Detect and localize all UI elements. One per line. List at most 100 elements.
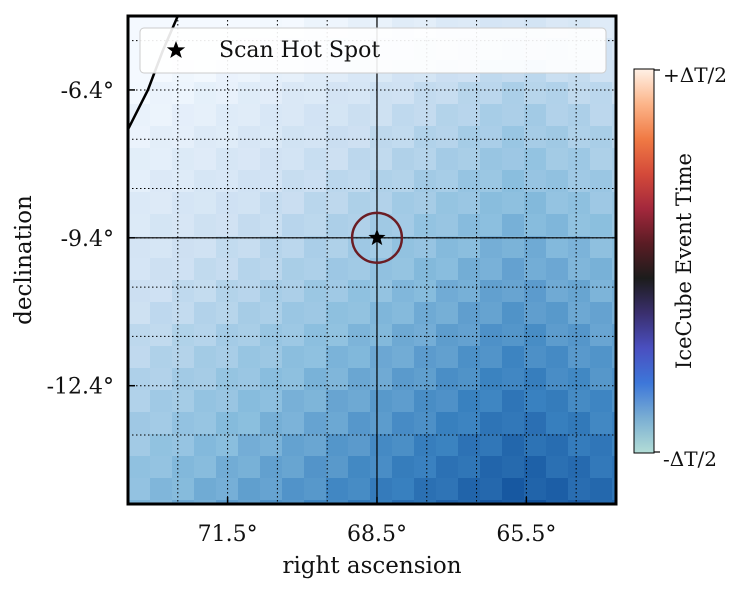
heatmap-cell [414, 324, 437, 347]
heatmap-cell [238, 126, 261, 149]
heatmap-cell [524, 258, 547, 281]
heatmap-cell [524, 126, 547, 149]
heatmap-cell [502, 236, 525, 259]
heatmap-cell [524, 148, 547, 171]
x-tick-label: 71.5° [198, 522, 258, 547]
heatmap-cell [524, 82, 547, 105]
heatmap-cell [260, 148, 283, 171]
heatmap-cell [238, 104, 261, 127]
heatmap-cell [524, 456, 547, 479]
heatmap-cell [546, 214, 569, 237]
heatmap-cell [150, 324, 173, 347]
heatmap-cell [590, 236, 613, 259]
colorbar-tick-label-top: +ΔT/2 [663, 63, 727, 87]
heatmap-cell [238, 434, 261, 457]
heatmap-cell [524, 170, 547, 193]
heatmap-cell [194, 214, 217, 237]
heatmap-cell [392, 258, 415, 281]
heatmap-cell [436, 478, 459, 501]
heatmap-cell [436, 148, 459, 171]
heatmap-cell [612, 104, 616, 127]
heatmap-cell [238, 500, 261, 504]
heatmap-cell [128, 390, 151, 413]
heatmap-cell [216, 192, 239, 215]
legend-star-icon [166, 41, 186, 58]
heatmap-cell [150, 434, 173, 457]
heatmap-cell [326, 346, 349, 369]
heatmap-cell [414, 82, 437, 105]
heatmap-cell [590, 280, 613, 303]
heatmap-cell [348, 104, 371, 127]
heatmap-cell [260, 456, 283, 479]
heatmap-cell [348, 324, 371, 347]
heatmap-cell [392, 214, 415, 237]
heatmap-cell [348, 390, 371, 413]
heatmap-cell [612, 346, 616, 369]
heatmap-cell [348, 170, 371, 193]
x-axis: 71.5° 68.5° 65.5° [198, 497, 556, 547]
heatmap-cell [458, 412, 481, 435]
heatmap-cell [546, 324, 569, 347]
heatmap-cell [392, 456, 415, 479]
heatmap-cell [348, 280, 371, 303]
heatmap-cell [612, 368, 616, 391]
heatmap-cell [612, 38, 616, 61]
heatmap-cell [348, 456, 371, 479]
heatmap-cell [348, 368, 371, 391]
heatmap-cell [568, 236, 591, 259]
heatmap-cell [172, 192, 195, 215]
heatmap-cell [260, 82, 283, 105]
heatmap-cell [304, 82, 327, 105]
heatmap-cell [546, 236, 569, 259]
heatmap-cell [304, 368, 327, 391]
heatmap-cell [128, 434, 151, 457]
heatmap-cell [128, 214, 151, 237]
heatmap-cell [326, 412, 349, 435]
heatmap-cell [238, 258, 261, 281]
heatmap-cell [612, 412, 616, 435]
heatmap-cell [436, 302, 459, 325]
heatmap-cell [194, 170, 217, 193]
heatmap-cell [128, 346, 151, 369]
heatmap-cell [172, 390, 195, 413]
heatmap-cell [172, 368, 195, 391]
heatmap-cell [480, 214, 503, 237]
heatmap-cell [326, 280, 349, 303]
heatmap-cell [260, 192, 283, 215]
heatmap-cell [590, 478, 613, 501]
heatmap-cell [304, 214, 327, 237]
heatmap-cell [458, 456, 481, 479]
heatmap-cell [128, 412, 151, 435]
heatmap-cell [128, 126, 151, 149]
heatmap-cell [414, 236, 437, 259]
heatmap-cell [480, 148, 503, 171]
heatmap-cell [414, 456, 437, 479]
heatmap-cell [348, 500, 371, 504]
heatmap-cell [304, 192, 327, 215]
heatmap-cell [128, 368, 151, 391]
heatmap-cell [568, 148, 591, 171]
colorbar-label: IceCube Event Time [672, 153, 696, 369]
heatmap-cell [128, 258, 151, 281]
heatmap-cell [150, 258, 173, 281]
heatmap-cell [612, 148, 616, 171]
heatmap-cell [128, 324, 151, 347]
heatmap-cell [260, 214, 283, 237]
heatmap-cell [172, 104, 195, 127]
heatmap-cell [458, 258, 481, 281]
heatmap-cell [524, 412, 547, 435]
heatmap-cell [238, 192, 261, 215]
y-tick-label: -6.4° [61, 79, 114, 104]
heatmap-cell [524, 434, 547, 457]
heatmap-cell [282, 368, 305, 391]
heatmap-cell [590, 258, 613, 281]
heatmap-cell [524, 104, 547, 127]
hot-spot [350, 211, 404, 264]
heatmap-cell [524, 324, 547, 347]
heatmap-cell [502, 148, 525, 171]
heatmap-cell [194, 456, 217, 479]
heatmap-cell [480, 280, 503, 303]
y-tick-label: -9.4° [61, 227, 114, 252]
heatmap-cell [348, 412, 371, 435]
heatmap-cell [282, 500, 305, 504]
